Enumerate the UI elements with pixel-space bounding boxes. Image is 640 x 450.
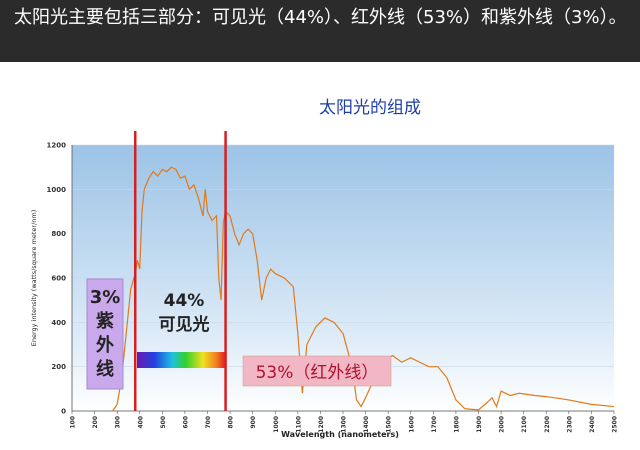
x-tick-label: 2500: [612, 416, 619, 433]
y-tick-label: 400: [51, 319, 66, 327]
y-tick-label: 200: [51, 363, 66, 371]
x-tick-label: 700: [205, 416, 212, 429]
uv-box: [86, 278, 124, 390]
chart-title: 太阳光的组成: [319, 98, 421, 118]
uv-label: 3%: [90, 287, 121, 308]
x-tick-label: 2200: [544, 416, 551, 433]
uv-label: 线: [96, 358, 114, 380]
x-tick-label: 2400: [589, 416, 596, 433]
y-tick-label: 600: [51, 275, 66, 283]
x-tick-label: 400: [137, 416, 144, 429]
x-tick-label: 1300: [341, 416, 348, 433]
x-tick-label: 1000: [273, 416, 280, 433]
x-axis-label: Wavelength (nanometers): [281, 430, 399, 439]
x-tick-label: 200: [92, 416, 99, 429]
x-tick-label: 500: [160, 416, 167, 429]
y-tick-label: 800: [51, 230, 66, 238]
spectrum-line: [112, 166, 615, 412]
x-tick-label: 1500: [386, 416, 393, 433]
x-tick-label: 600: [182, 416, 189, 429]
visible-spectrum: [137, 352, 225, 368]
x-tick-label: 1600: [408, 416, 415, 433]
x-tick-label: 100: [70, 416, 77, 429]
x-tick-label: 1900: [476, 416, 483, 433]
x-tick-label: 1800: [453, 416, 460, 433]
ir-box: [242, 355, 392, 387]
uv-label: 外: [96, 334, 114, 356]
visible-label: 44%: [164, 291, 205, 311]
x-tick-label: 2300: [566, 416, 573, 433]
x-tick-label: 800: [228, 416, 235, 429]
y-axis-label: Energy intensity (watts/square meter/nm): [30, 210, 38, 347]
slide-title: 太阳光主要包括三部分：可见光（44%）、红外线（53%）和紫外线（3%）。: [0, 0, 640, 62]
x-tick-label: 2100: [521, 416, 528, 433]
y-tick-label: 0: [61, 408, 66, 416]
y-tick-label: 1000: [47, 186, 67, 194]
y-tick-label: 1200: [47, 142, 67, 150]
visible-label: 可见光: [159, 314, 210, 335]
x-tick-label: 1400: [363, 416, 370, 433]
x-tick-label: 1100: [295, 416, 302, 433]
x-tick-label: 2000: [499, 416, 506, 433]
x-tick-label: 1700: [431, 416, 438, 433]
x-tick-label: 300: [115, 416, 122, 429]
x-tick-label: 1200: [318, 416, 325, 433]
ir-label: 53%（红外线）: [256, 363, 379, 383]
x-tick-label: 900: [250, 416, 257, 429]
uv-label: 紫: [96, 310, 114, 332]
